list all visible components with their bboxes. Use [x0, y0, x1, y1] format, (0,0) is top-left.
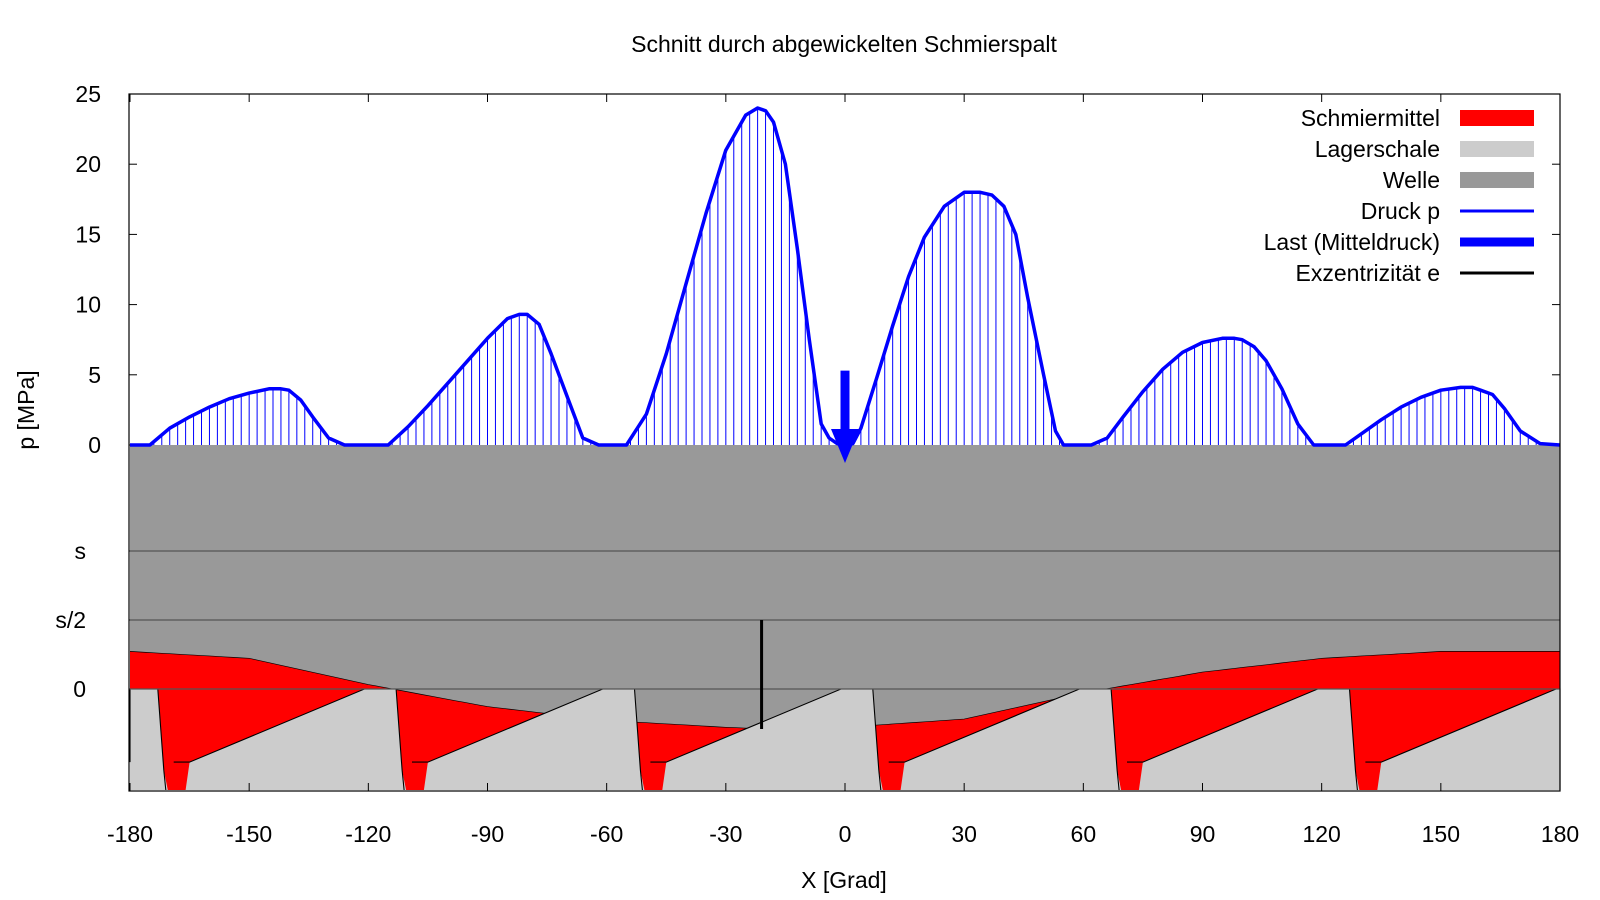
legend-label: Schmiermittel [1301, 105, 1440, 131]
y-tick-label: 15 [75, 221, 101, 247]
legend-label: Druck p [1361, 198, 1440, 224]
y-tick-label: 25 [75, 81, 101, 107]
x-tick-label: -180 [107, 821, 153, 847]
legend-swatch [1460, 172, 1534, 188]
lagerschale-area [129, 688, 1561, 791]
legend-label: Exzentrizität e [1296, 260, 1440, 286]
x-tick-label: -90 [471, 821, 504, 847]
plot-frame [128, 93, 1561, 792]
gap-tick-label: s/2 [55, 607, 86, 633]
x-tick-label: 30 [951, 821, 977, 847]
x-tick-label: -150 [226, 821, 272, 847]
x-tick-label: -30 [709, 821, 742, 847]
y-tick-label: 5 [88, 362, 101, 388]
x-tick-label: 90 [1190, 821, 1216, 847]
y-tick-label: 10 [75, 292, 101, 318]
lagerschale-pad [662, 689, 883, 790]
welle-shape [130, 445, 1560, 729]
y-axis-label: p [MPa] [13, 370, 39, 449]
lagerschale-pad [423, 689, 645, 790]
legend-swatch [1460, 141, 1534, 157]
x-tick-label: 60 [1071, 821, 1097, 847]
y-tick-label: 20 [75, 151, 101, 177]
lagerschale-pad [130, 689, 168, 790]
x-tick-label: -120 [345, 821, 391, 847]
lagerschale-pad [1377, 689, 1560, 790]
gap-tick-label: s [75, 538, 87, 564]
x-tick-label: 180 [1541, 821, 1579, 847]
x-tick-label: 0 [839, 821, 852, 847]
lagerschale-pad [185, 689, 407, 790]
last-arrow-head [831, 429, 859, 463]
x-axis-label: X [Grad] [801, 867, 887, 893]
legend-swatch [1460, 110, 1534, 126]
chart-title: Schnitt durch abgewickelten Schmierspalt [631, 31, 1057, 57]
lagerschale-pad [900, 689, 1122, 790]
legend-label: Last (Mitteldruck) [1264, 229, 1440, 255]
legend-label: Welle [1383, 167, 1440, 193]
grid-lines [129, 93, 1561, 791]
axes: -180 -150 -120 -90 -60 -30 0 30 60 90 120 150 180051… [55, 81, 1579, 847]
legend: Schmiermittel Lagerschale Welle Druck p Last… [1264, 105, 1534, 286]
x-tick-label: 120 [1302, 821, 1340, 847]
lagerschale-pad [1138, 689, 1360, 790]
y-tick-label: 0 [88, 432, 101, 458]
legend-label: Lagerschale [1315, 136, 1440, 162]
markers [760, 370, 859, 730]
gap-tick-label: 0 [73, 676, 86, 702]
x-tick-label: 150 [1422, 821, 1460, 847]
x-tick-label: -60 [590, 821, 623, 847]
